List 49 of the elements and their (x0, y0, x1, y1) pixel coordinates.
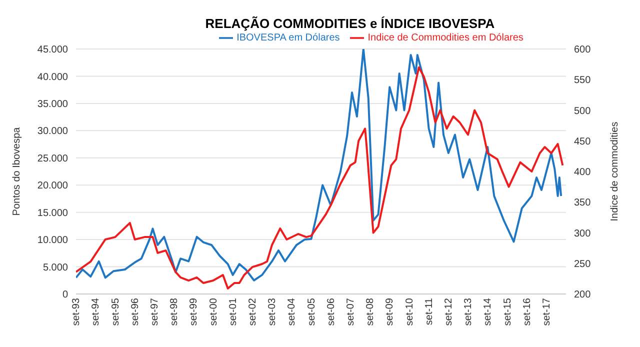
x-tick-label: set-02 (247, 298, 258, 326)
y2-tick-label: 450 (574, 136, 592, 148)
x-tick-label: set-16 (522, 298, 533, 326)
y-tick-label: 15.000 (37, 208, 68, 219)
y-tick-label: 30.000 (37, 126, 68, 138)
chart-title: RELAÇÃO COMMODITIES e ÍNDICE IBOVESPA (204, 15, 496, 31)
x-tick-label: set-94 (90, 298, 102, 326)
y2-tick-label: 250 (574, 258, 592, 270)
y-tick-label: 35.000 (37, 98, 68, 110)
x-tick-label: set-15 (502, 298, 514, 326)
y2-axis-title: Indice de commodities (610, 122, 621, 222)
x-tick-label: set-98 (169, 298, 180, 326)
x-tick-label: set-00 (208, 298, 220, 326)
y2-tick-label: 550 (574, 75, 592, 86)
y-tick-label: 20.000 (37, 180, 68, 192)
x-tick-label: set-07 (345, 298, 356, 326)
x-tick-label: set-12 (444, 298, 455, 326)
x-tick-label: set-01 (228, 298, 239, 326)
x-tick-label: set-03 (267, 298, 278, 326)
y2-tick-label: 350 (574, 198, 592, 209)
x-tick-label: set-10 (404, 298, 416, 326)
x-tick-label: set-93 (71, 298, 82, 326)
legend-label: IBOVESPA em Dólares (236, 32, 340, 44)
y2-tick-label: 200 (574, 290, 592, 301)
y-tick-label: 45.000 (37, 44, 68, 56)
y2-tick-label: 600 (574, 44, 592, 56)
legend-label: Indice de Commodities em Dólares (368, 32, 524, 44)
y-tick-label: 40.000 (37, 72, 68, 83)
x-tick-label: set-97 (150, 298, 160, 326)
x-tick-label: set-06 (326, 298, 337, 326)
y-tick-label: 5.000 (42, 262, 68, 274)
y2-tick-label: 500 (574, 106, 592, 117)
x-tick-label: set-96 (130, 298, 141, 326)
x-tick-label: set-05 (306, 298, 318, 326)
x-tick-label: set-11 (424, 298, 435, 326)
x-tick-label: set-17 (542, 298, 553, 326)
x-tick-label: set-14 (482, 298, 494, 326)
y-tick-label: 25.000 (37, 153, 68, 164)
x-tick-label: set-13 (463, 298, 474, 326)
x-tick-label: set-09 (384, 298, 396, 326)
x-tick-label: set-08 (365, 298, 376, 326)
y2-tick-label: 300 (574, 228, 592, 240)
y-tick-label: 10.000 (37, 235, 68, 246)
y-axis-title: Pontos do Ibovespa (12, 126, 23, 216)
y-tick-label: 0 (62, 290, 68, 301)
x-tick-label: set-99 (188, 298, 200, 326)
x-tick-label: set-95 (110, 298, 122, 326)
x-tick-label: set-04 (286, 298, 298, 326)
y2-tick-label: 400 (574, 167, 592, 178)
